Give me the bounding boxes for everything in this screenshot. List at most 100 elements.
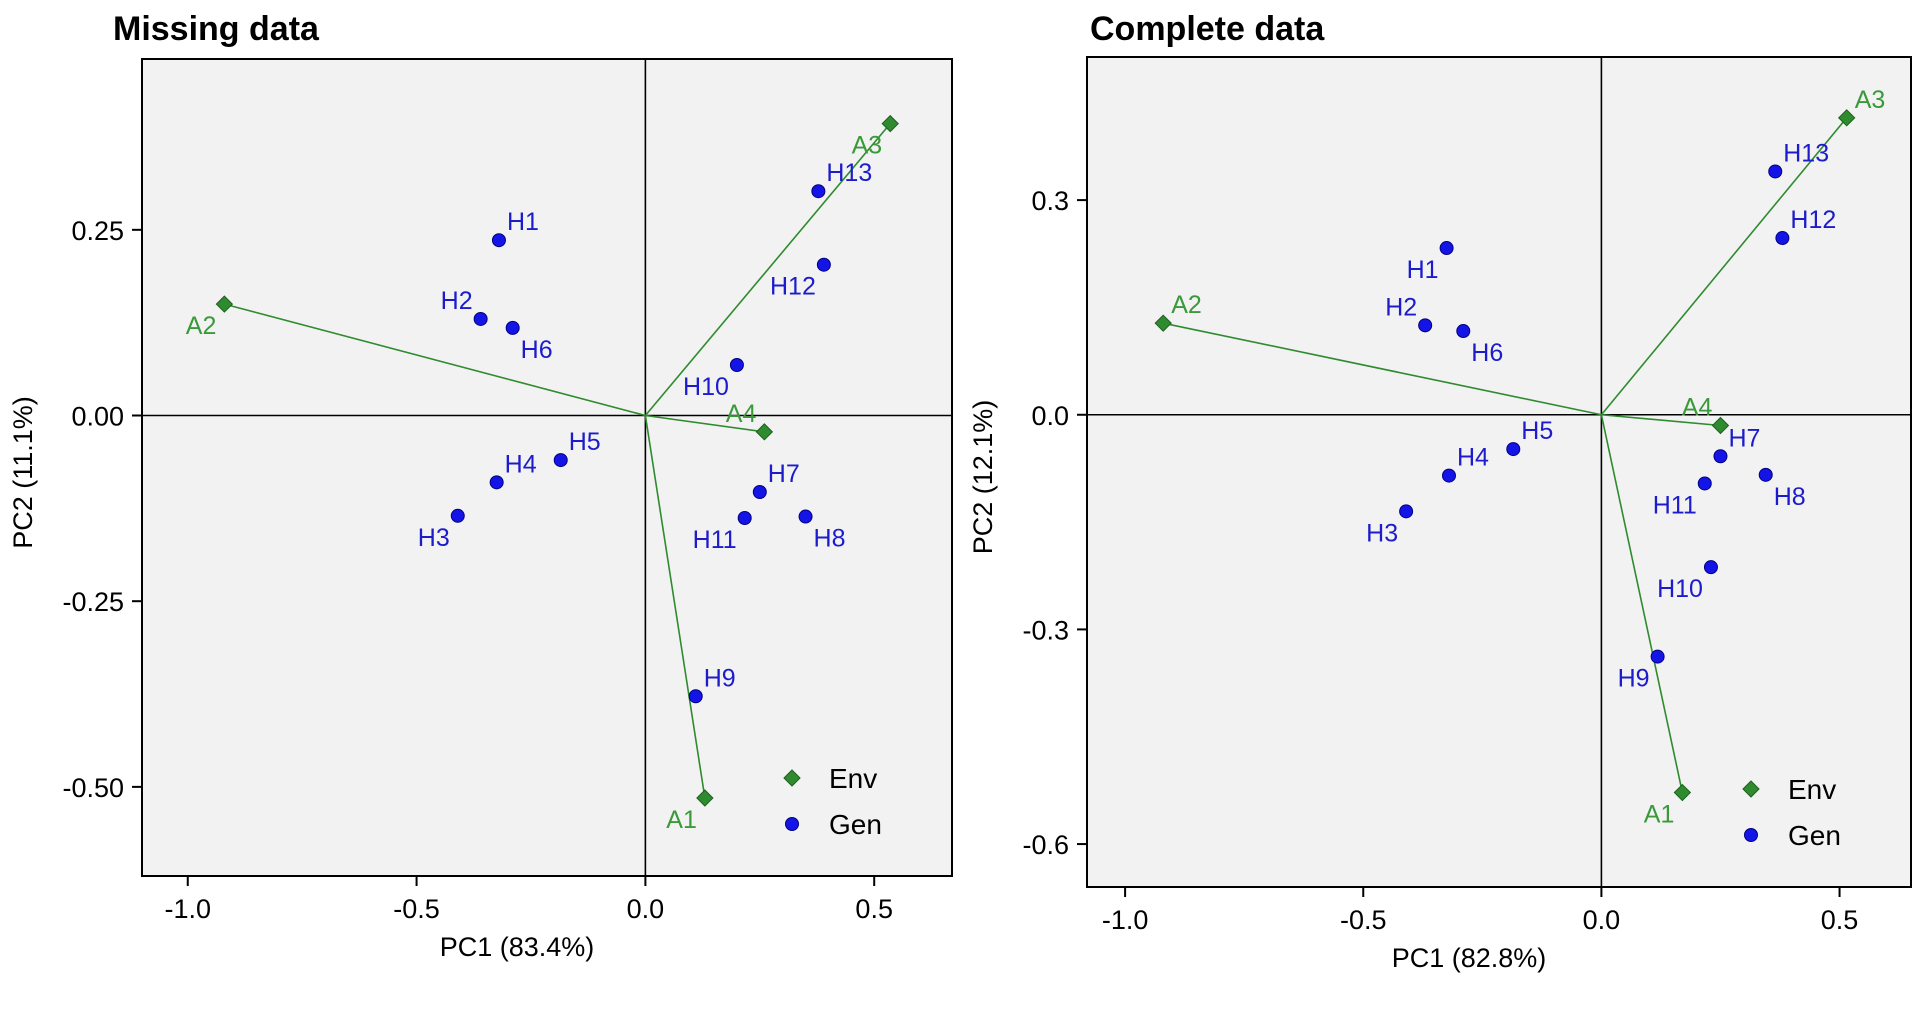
x-tick-label: -1.0	[1102, 905, 1149, 935]
y-tick-label: 0.00	[71, 402, 124, 432]
y-tick-label: -0.3	[1022, 615, 1069, 645]
env-vector-a2	[224, 303, 646, 417]
legend-env-label: Env	[1788, 774, 1836, 805]
missing-data-panel: Missing data -1.0 -0.5 0.0 0.5 -0.50 -0.25 0.00…	[8, 10, 953, 962]
env-point-a3	[881, 114, 899, 133]
env-vector-a3	[644, 123, 891, 417]
gen-point-h5	[1506, 442, 1521, 457]
gen-point-h8	[798, 509, 813, 524]
env-label-a4: A4	[726, 400, 757, 428]
gen-point-h9	[688, 689, 703, 704]
legend-env-marker	[783, 769, 801, 787]
env-vector-a1	[1600, 414, 1684, 793]
plot-frame	[141, 58, 953, 877]
gen-point-h1	[1439, 241, 1454, 256]
gen-point-h3	[450, 508, 465, 523]
gen-point-h2	[1418, 318, 1433, 333]
gen-point-h11	[737, 511, 752, 526]
env-label-a2: A2	[186, 312, 217, 340]
gen-point-h12	[1775, 231, 1790, 246]
env-label-a4: A4	[1682, 393, 1713, 421]
x-tick-label: 0.0	[1583, 905, 1621, 935]
gen-point-h5	[553, 453, 568, 468]
legend-env-marker	[1742, 780, 1760, 798]
env-label-a2: A2	[1171, 291, 1202, 319]
gen-point-h13	[811, 184, 826, 199]
gen-point-h12	[816, 257, 831, 272]
gen-label-h3: H3	[1366, 519, 1398, 547]
plot-area	[1087, 57, 1911, 887]
env-vector-a4	[645, 414, 765, 433]
gen-point-h11	[1697, 476, 1712, 491]
gen-label-h13: H13	[826, 159, 872, 187]
y-tick-label: -0.50	[62, 773, 124, 803]
gen-label-h7: H7	[768, 460, 800, 488]
gen-label-h6: H6	[1471, 339, 1503, 367]
gen-label-h4: H4	[1457, 444, 1489, 472]
env-label-a1: A1	[1644, 801, 1675, 829]
x-tick-label: -0.5	[393, 894, 440, 924]
gen-point-h4	[489, 475, 504, 490]
gen-label-h11: H11	[693, 526, 737, 554]
gen-label-h12: H12	[1790, 206, 1836, 234]
legend-gen-label: Gen	[1788, 820, 1841, 851]
env-point-a1	[696, 789, 714, 807]
gen-label-h9: H9	[1618, 665, 1650, 693]
gen-point-h3	[1399, 504, 1414, 519]
legend-gen-label: Gen	[829, 809, 882, 840]
gen-point-h13	[1768, 164, 1783, 179]
gen-label-h5: H5	[569, 428, 601, 456]
env-point-a2	[215, 295, 234, 313]
env-label-a3: A3	[852, 132, 883, 160]
gen-point-h8	[1758, 467, 1773, 482]
gen-label-h1: H1	[507, 208, 539, 236]
legend-env-label: Env	[829, 763, 877, 794]
y-tick-label: 0.25	[71, 216, 124, 246]
x-tick-label: 0.5	[1821, 905, 1859, 935]
x-tick-label: 0.5	[855, 894, 893, 924]
x-tick-label: -1.0	[164, 894, 211, 924]
env-point-a1	[1673, 783, 1692, 802]
y-tick-label: 0.0	[1031, 401, 1069, 431]
gen-label-h2: H2	[441, 287, 473, 315]
chart-title: Missing data	[113, 10, 320, 48]
gen-point-h10	[729, 358, 744, 373]
gen-label-h10: H10	[1657, 575, 1703, 603]
gen-label-h1: H1	[1407, 256, 1439, 284]
env-label-a3: A3	[1855, 86, 1886, 114]
legend-gen-marker	[1744, 828, 1758, 842]
gen-label-h9: H9	[704, 664, 736, 692]
y-tick-label: -0.6	[1022, 830, 1069, 860]
gen-label-h2: H2	[1385, 293, 1417, 321]
gen-point-h7	[1713, 449, 1728, 464]
gen-label-h3: H3	[418, 524, 450, 552]
env-label-a1: A1	[666, 806, 697, 834]
legend-gen-marker	[785, 817, 799, 831]
env-point-a3	[1837, 109, 1856, 127]
chart-title: Complete data	[1090, 10, 1325, 48]
gen-point-h6	[1456, 324, 1471, 339]
gen-label-h8: H8	[1774, 483, 1806, 511]
gen-label-h12: H12	[770, 273, 816, 301]
y-axis-label: PC2 (11.1%)	[8, 396, 38, 549]
y-tick-label: 0.3	[1031, 186, 1069, 216]
y-tick-label: -0.25	[62, 587, 124, 617]
gen-point-h10	[1703, 560, 1718, 575]
y-axis-label: PC2 (12.1%)	[968, 400, 998, 555]
complete-data-panel: Complete data -1.0 -0.5 0.0 0.5 -0.6 -0.3 0.0 0.…	[968, 10, 1912, 973]
env-vector-a3	[1600, 117, 1848, 416]
gen-point-h2	[473, 311, 488, 326]
env-point-a4	[755, 423, 774, 441]
gen-label-h11: H11	[1653, 491, 1697, 519]
x-axis-label: PC1 (83.4%)	[440, 932, 595, 962]
gen-point-h7	[752, 485, 767, 500]
gen-point-h6	[505, 320, 520, 335]
x-tick-label: -0.5	[1340, 905, 1387, 935]
gen-label-h5: H5	[1521, 417, 1553, 445]
env-vector-a2	[1163, 322, 1602, 416]
gen-point-h1	[491, 233, 506, 248]
env-vector-a1	[644, 415, 706, 799]
gen-label-h10: H10	[683, 373, 729, 401]
gen-point-h9	[1650, 649, 1665, 664]
env-point-a2	[1154, 314, 1172, 332]
